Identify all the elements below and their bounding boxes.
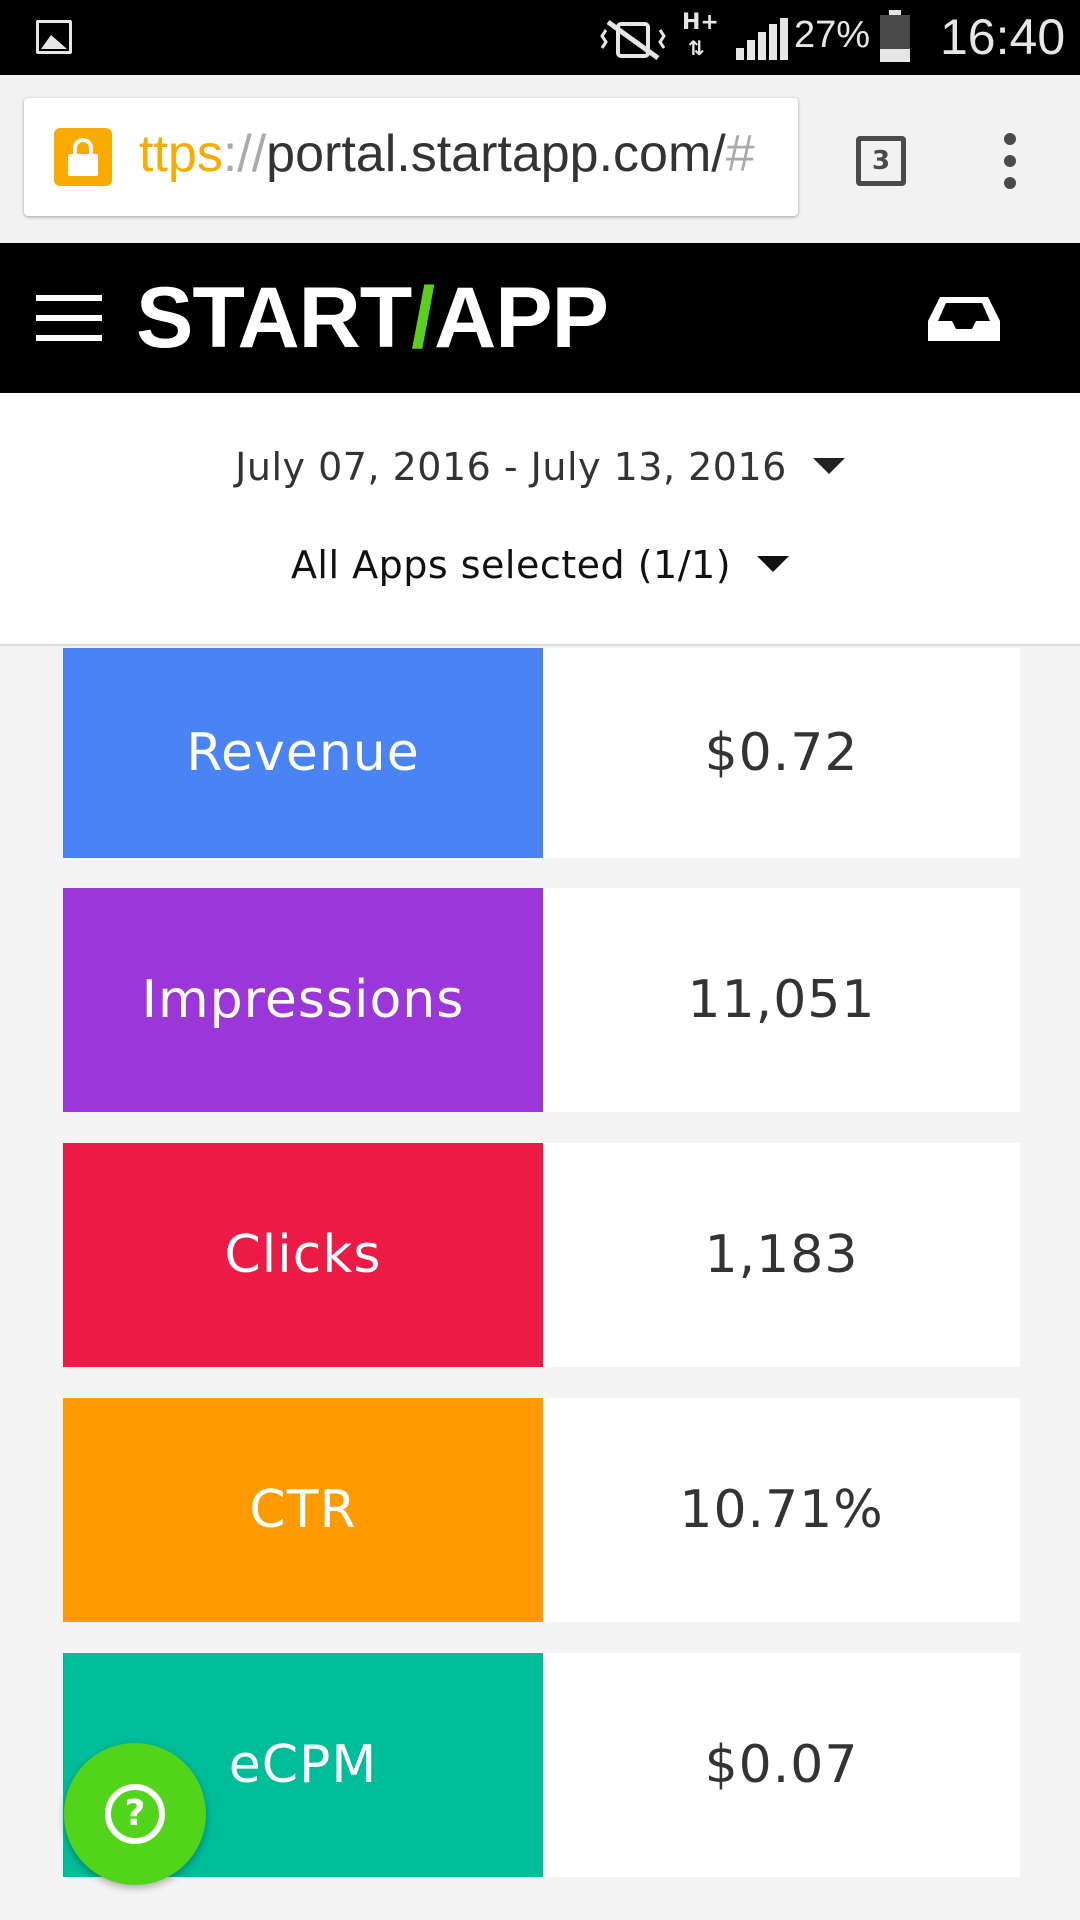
stat-label: Revenue	[63, 648, 543, 858]
clock: 16:40	[940, 9, 1066, 65]
lock-icon[interactable]	[54, 128, 112, 186]
startapp-logo[interactable]: START/APP	[136, 270, 609, 366]
signal-icon	[736, 18, 788, 60]
apps-selected-label: All Apps selected (1/1)	[290, 543, 732, 587]
url-tail: #	[725, 125, 755, 183]
network-type-label: H+	[682, 10, 719, 35]
stat-value: 11,051	[543, 888, 1020, 1112]
app-header: START/APP	[0, 243, 1080, 393]
battery-level	[880, 49, 910, 62]
stat-clicks: Clicks 1,183	[63, 1143, 1020, 1367]
battery-percent: 27%	[794, 14, 871, 56]
hamburger-menu-icon[interactable]	[36, 295, 102, 341]
apps-selector[interactable]: All Apps selected (1/1)	[0, 543, 1080, 587]
stat-label: Clicks	[63, 1143, 543, 1367]
url-scheme: ttps	[139, 125, 223, 183]
url-separator: ://	[222, 125, 267, 183]
caret-down-icon	[757, 555, 790, 572]
stat-impressions: Impressions 11,051	[63, 888, 1020, 1112]
stat-value: $0.07	[543, 1653, 1020, 1877]
mute-vibrate-icon	[600, 19, 666, 61]
stat-ecpm: eCPM $0.07	[63, 1653, 1020, 1877]
question-mark-icon: ?	[105, 1784, 165, 1844]
status-bar: H+ ⇅ 27% 16:40	[0, 0, 1080, 75]
report-filters: July 07, 2016 - July 13, 2016 All Apps s…	[0, 393, 1080, 646]
stat-revenue: Revenue $0.72	[63, 648, 1020, 858]
stat-ctr: CTR 10.71%	[63, 1398, 1020, 1622]
caret-down-icon	[812, 457, 845, 474]
date-range-label: July 07, 2016 - July 13, 2016	[235, 445, 787, 489]
stat-value: $0.72	[543, 648, 1020, 858]
url-text[interactable]: ttps://portal.startapp.com/#	[139, 124, 755, 184]
stat-value: 1,183	[543, 1143, 1020, 1367]
stat-label: CTR	[63, 1398, 543, 1622]
url-bar[interactable]: ttps://portal.startapp.com/#	[24, 98, 798, 216]
hplus-network-icon: H+ ⇅	[682, 10, 719, 60]
help-button[interactable]: ?	[64, 1743, 206, 1885]
url-host: portal.startapp.com/	[266, 125, 726, 183]
inbox-icon[interactable]	[926, 293, 1002, 345]
stat-label: Impressions	[63, 888, 543, 1112]
battery-icon	[880, 10, 910, 62]
stat-value: 10.71%	[543, 1398, 1020, 1622]
date-range-picker[interactable]: July 07, 2016 - July 13, 2016	[0, 445, 1080, 489]
overflow-menu-icon[interactable]	[998, 133, 1022, 189]
gallery-icon	[36, 20, 72, 54]
tab-switcher-button[interactable]: 3	[856, 136, 906, 186]
browser-toolbar: ttps://portal.startapp.com/# 3	[0, 75, 1080, 243]
